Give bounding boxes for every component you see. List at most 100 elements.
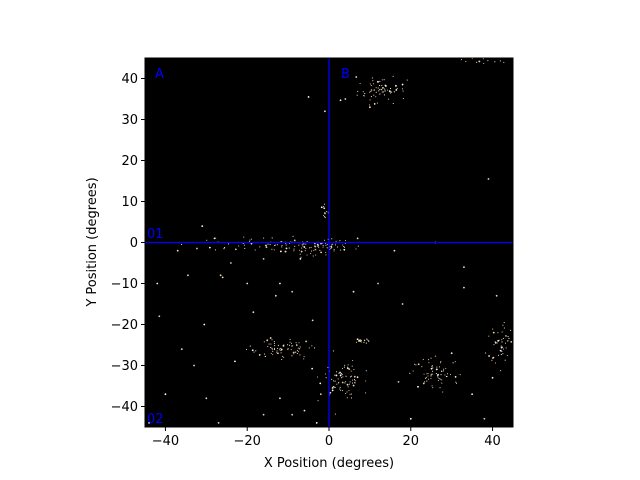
scatter-point (381, 79, 383, 81)
scatter-point (329, 391, 332, 394)
scatter-point (302, 243, 304, 245)
scatter-point (288, 247, 290, 249)
scatter-point (331, 378, 333, 380)
scatter-point (371, 77, 373, 79)
scatter-point (363, 342, 365, 344)
scatter-point (187, 274, 189, 277)
scatter-point (339, 99, 342, 102)
scatter-point (421, 366, 423, 368)
scatter-point (360, 340, 362, 342)
scatter-point (358, 340, 360, 342)
scatter-point (270, 352, 272, 354)
scatter-point (434, 355, 436, 357)
scatter-point (217, 422, 220, 424)
scatter-point (274, 244, 276, 247)
scatter-point (500, 345, 502, 347)
scatter-point (508, 337, 510, 340)
scatter-point (387, 89, 389, 91)
scatter-point (255, 350, 257, 352)
scatter-point (331, 238, 333, 240)
scatter-point (301, 244, 303, 246)
scatter-point (326, 211, 328, 213)
scatter-point (336, 383, 338, 385)
scatter-point (332, 243, 334, 245)
scatter-point (502, 337, 504, 340)
scatter-point (303, 409, 306, 412)
scatter-point (442, 391, 444, 393)
scatter-point (324, 216, 326, 218)
scatter-point (390, 91, 393, 93)
scatter-point (412, 370, 414, 372)
scatter-point (292, 235, 294, 237)
scatter-point (307, 96, 310, 98)
scatter-point (502, 348, 504, 350)
scatter-point (356, 237, 359, 240)
scatter-point (351, 379, 354, 381)
scatter-point (302, 245, 304, 247)
scatter-point (291, 413, 294, 416)
scatter-point (425, 377, 427, 379)
scatter-point (505, 335, 507, 337)
y-tick-label: −20 (111, 318, 138, 333)
scatter-point (375, 91, 377, 93)
scatter-point (372, 80, 374, 82)
scatter-point (289, 341, 291, 343)
scatter-point (354, 380, 356, 382)
scatter-point (318, 246, 320, 248)
scatter-point (428, 362, 430, 364)
scatter-point (383, 94, 385, 96)
scatter-point (423, 373, 425, 375)
scatter-point (493, 344, 495, 346)
scatter-point (322, 246, 324, 248)
scatter-point (327, 366, 329, 368)
scatter-point (370, 90, 372, 92)
scatter-point (339, 240, 341, 242)
scatter-point (339, 386, 341, 388)
scatter-point (345, 239, 347, 242)
y-tick-label: 0 (130, 236, 138, 251)
scatter-point (265, 244, 267, 247)
scatter-point (299, 253, 301, 255)
scatter-point (262, 258, 265, 260)
scatter-point (308, 347, 310, 349)
scatter-point (439, 378, 441, 380)
scatter-point (356, 94, 358, 96)
scatter-point (292, 351, 294, 353)
scatter-point (224, 246, 226, 249)
scatter-point (278, 348, 281, 350)
scatter-point (377, 87, 379, 89)
scatter-point (263, 353, 266, 355)
y-tick-label: 30 (121, 113, 138, 128)
scatter-point (368, 104, 371, 106)
scatter-point (288, 344, 291, 346)
scatter-point (355, 76, 358, 78)
scatter-point (463, 266, 465, 268)
scatter-point (441, 379, 443, 381)
scatter-point (379, 80, 381, 82)
scatter-point (460, 59, 462, 61)
scatter-point (353, 368, 355, 371)
scatter-point (417, 363, 420, 366)
scatter-point (245, 348, 248, 350)
scatter-point (293, 353, 295, 355)
scatter-point (342, 376, 344, 378)
scatter-point (471, 393, 474, 396)
scatter-point (427, 375, 429, 377)
scatter-point (492, 328, 494, 330)
scatter-point (504, 359, 506, 361)
scatter-point (430, 373, 432, 375)
scatter-point (373, 103, 376, 105)
scatter-point (476, 61, 478, 63)
scatter-point (315, 422, 318, 424)
scatter-point (311, 367, 314, 370)
scatter-point (315, 249, 317, 251)
scatter-point (310, 252, 312, 255)
scatter-point (365, 392, 367, 394)
scatter-point (215, 237, 217, 239)
scatter-point (440, 361, 442, 363)
scatter-point (430, 375, 432, 377)
scatter-point (343, 246, 346, 248)
scatter-point (357, 245, 359, 247)
scatter-point (487, 178, 490, 180)
scatter-point (306, 254, 308, 256)
